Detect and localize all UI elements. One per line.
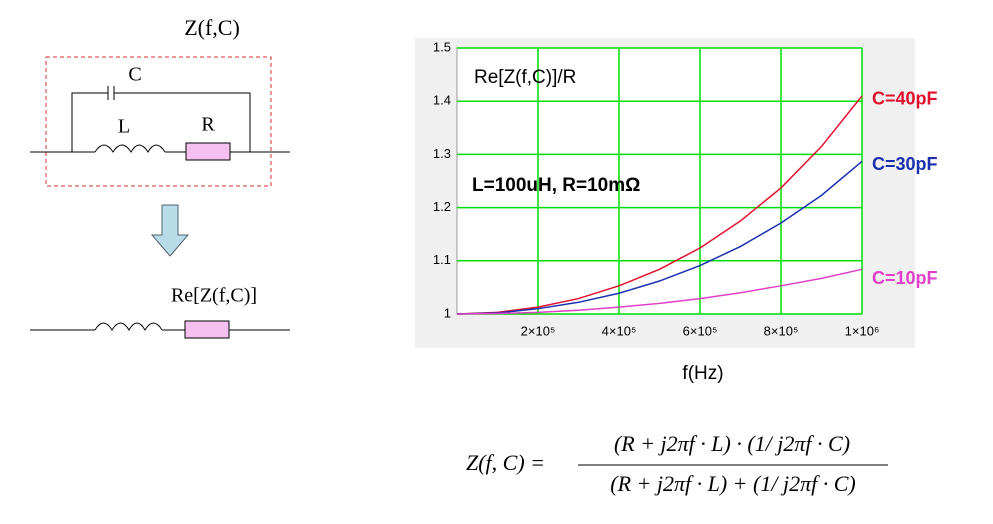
diagram-title: Z(f,C)	[184, 15, 240, 40]
chart: 1 1.1 1.2 1.3 1.4 1.5 2×10⁵ 4×10⁵ 6×10⁵ 8×10⁵ 1×10…	[433, 39, 938, 384]
annotation: L=100uH, R=10mΩ	[472, 175, 640, 196]
label: L	[118, 116, 130, 138]
annotation: Re[Z(f,C)]/R	[474, 67, 576, 88]
line	[456, 160, 863, 315]
inductor	[94, 322, 163, 331]
label: C	[128, 64, 141, 86]
y-tick-label: 1	[444, 305, 451, 320]
arrow	[150, 204, 190, 257]
line	[456, 268, 863, 315]
x-tick-label: 8×10⁵	[764, 323, 799, 338]
legend-label: C=40pF	[872, 89, 938, 109]
y-tick-label: 1.3	[433, 146, 451, 161]
y-tick-label: 1.2	[433, 199, 451, 214]
box	[45, 56, 272, 187]
x-tick-label: 6×10⁵	[683, 323, 718, 338]
resistor	[184, 320, 230, 339]
formula-denominator: (R + j2πf · L) + (1/ j2πf · C)	[610, 471, 855, 496]
legend-label: C=10pF	[872, 268, 938, 288]
label: R	[201, 114, 215, 136]
x-tick-label: 2×10⁵	[521, 323, 556, 338]
legend-label: C=30pF	[872, 154, 938, 174]
line	[456, 95, 863, 315]
x-axis-label: f(Hz)	[682, 363, 723, 384]
inductor	[94, 144, 166, 153]
formula-lhs: Z(f, C) =	[466, 450, 545, 475]
formula-numerator: (R + j2πf · L) · (1/ j2πf · C)	[614, 431, 850, 456]
label: Re[Z(f,C)]	[171, 285, 257, 307]
y-tick-label: 1.5	[433, 39, 451, 54]
y-tick-label: 1.4	[433, 93, 451, 108]
y-tick-label: 1.1	[433, 252, 451, 267]
x-tick-label: 4×10⁵	[602, 323, 637, 338]
x-tick-label: 1×10⁶	[845, 323, 880, 338]
resistor	[185, 142, 231, 161]
capacitor	[107, 86, 115, 100]
wire	[30, 92, 290, 153]
